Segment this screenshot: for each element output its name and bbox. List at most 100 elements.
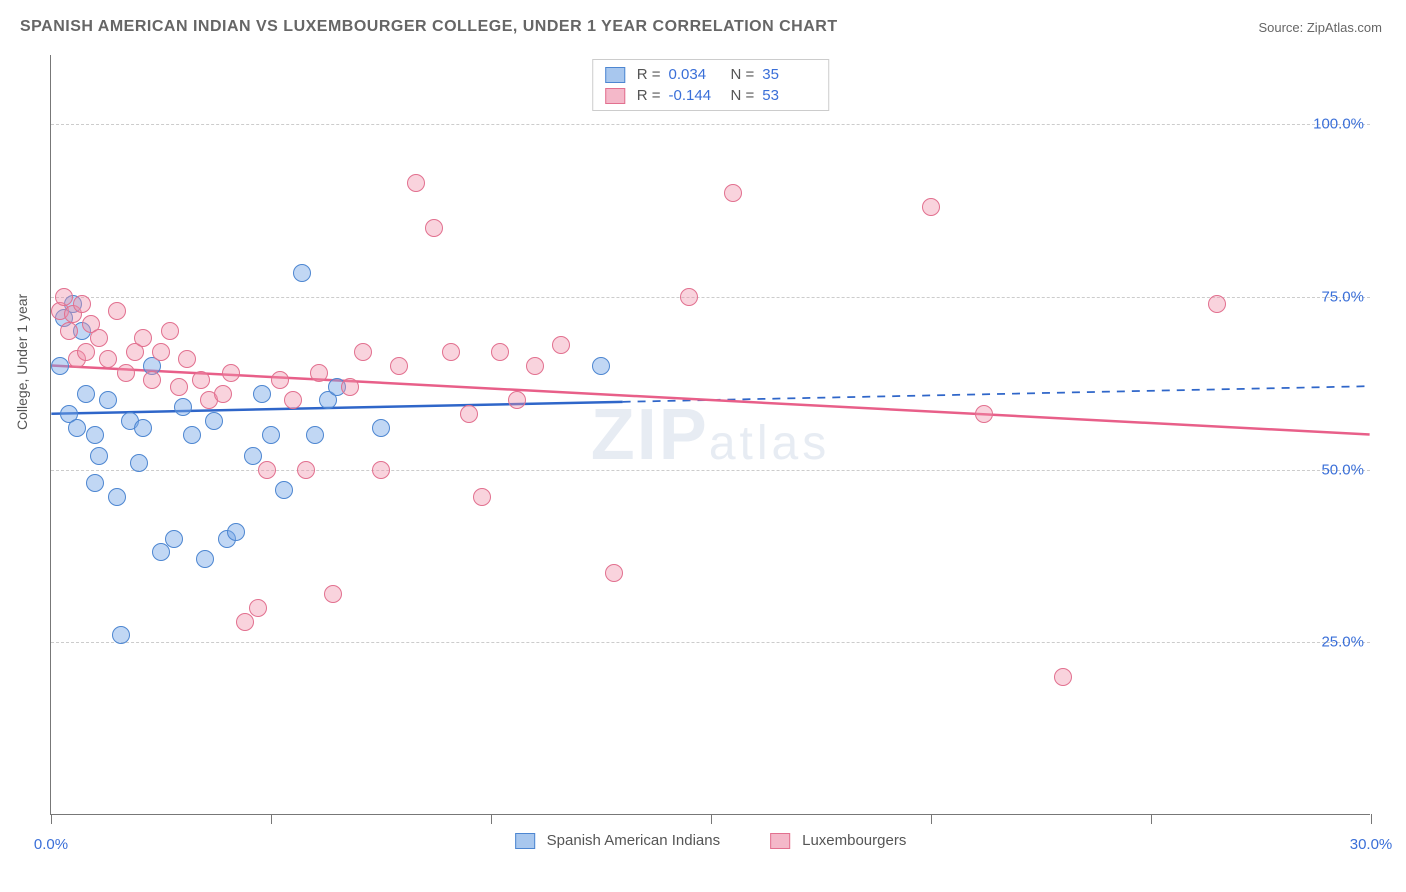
- xtick-mark: [931, 814, 932, 824]
- data-point-lux: [77, 343, 95, 361]
- data-point-sai: [99, 391, 117, 409]
- data-point-sai: [112, 626, 130, 644]
- data-point-lux: [90, 329, 108, 347]
- data-point-lux: [724, 184, 742, 202]
- xtick-mark: [711, 814, 712, 824]
- legend-r-value-lux: -0.144: [669, 87, 723, 104]
- data-point-lux: [922, 198, 940, 216]
- legend-row-sai: R = 0.034 N = 35: [601, 64, 821, 85]
- data-point-lux: [1054, 668, 1072, 686]
- legend-label-sai: Spanish American Indians: [547, 832, 720, 849]
- data-point-sai: [134, 419, 152, 437]
- data-point-lux: [508, 391, 526, 409]
- correlation-legend: R = 0.034 N = 35 R = -0.144 N = 53: [592, 59, 830, 111]
- data-point-sai: [275, 481, 293, 499]
- data-point-lux: [526, 357, 544, 375]
- data-point-lux: [605, 564, 623, 582]
- data-point-lux: [236, 613, 254, 631]
- data-point-lux: [117, 364, 135, 382]
- data-point-sai: [152, 543, 170, 561]
- legend-n-label: N =: [731, 87, 755, 104]
- data-point-lux: [258, 461, 276, 479]
- xtick-mark: [271, 814, 272, 824]
- data-point-lux: [341, 378, 359, 396]
- page-title: SPANISH AMERICAN INDIAN VS LUXEMBOURGER …: [20, 18, 838, 36]
- data-point-lux: [178, 350, 196, 368]
- data-point-sai: [196, 550, 214, 568]
- data-point-lux: [284, 391, 302, 409]
- data-point-sai: [227, 523, 245, 541]
- data-point-sai: [86, 426, 104, 444]
- legend-item-lux: Luxembourgers: [770, 832, 906, 849]
- source-name: ZipAtlas.com: [1307, 20, 1382, 35]
- data-point-lux: [152, 343, 170, 361]
- xtick-mark: [491, 814, 492, 824]
- data-point-lux: [680, 288, 698, 306]
- data-point-sai: [592, 357, 610, 375]
- swatch-lux: [770, 833, 790, 849]
- series-legend: Spanish American Indians Luxembourgers: [515, 832, 907, 849]
- data-point-lux: [108, 302, 126, 320]
- legend-r-label: R =: [637, 66, 661, 83]
- data-point-lux: [192, 371, 210, 389]
- legend-n-label: N =: [731, 66, 755, 83]
- data-point-lux: [214, 385, 232, 403]
- xtick-mark: [1371, 814, 1372, 824]
- data-point-lux: [407, 174, 425, 192]
- ytick-label: 100.0%: [1313, 116, 1364, 133]
- legend-r-label: R =: [637, 87, 661, 104]
- regression-line-sai: [51, 402, 622, 414]
- data-point-lux: [222, 364, 240, 382]
- data-point-sai: [372, 419, 390, 437]
- data-point-lux: [324, 585, 342, 603]
- ytick-label: 25.0%: [1321, 634, 1364, 651]
- data-point-lux: [552, 336, 570, 354]
- data-point-lux: [249, 599, 267, 617]
- legend-item-sai: Spanish American Indians: [515, 832, 720, 849]
- data-point-sai: [174, 398, 192, 416]
- chart-plot-area: ZIPatlas R = 0.034 N = 35 R = -0.144 N =…: [50, 55, 1370, 815]
- data-point-lux: [460, 405, 478, 423]
- data-point-lux: [271, 371, 289, 389]
- legend-label-lux: Luxembourgers: [802, 832, 906, 849]
- swatch-sai: [515, 833, 535, 849]
- gridline: [51, 642, 1370, 643]
- source-label: Source:: [1258, 20, 1306, 35]
- data-point-sai: [183, 426, 201, 444]
- data-point-sai: [108, 488, 126, 506]
- data-point-lux: [442, 343, 460, 361]
- xtick-mark: [51, 814, 52, 824]
- data-point-lux: [1208, 295, 1226, 313]
- data-point-lux: [60, 322, 78, 340]
- data-point-sai: [293, 264, 311, 282]
- data-point-lux: [310, 364, 328, 382]
- data-point-sai: [253, 385, 271, 403]
- data-point-sai: [90, 447, 108, 465]
- legend-r-value-sai: 0.034: [669, 66, 723, 83]
- data-point-lux: [390, 357, 408, 375]
- regression-line-lux: [51, 366, 1369, 435]
- data-point-lux: [170, 378, 188, 396]
- gridline: [51, 470, 1370, 471]
- data-point-lux: [297, 461, 315, 479]
- y-axis-label: College, Under 1 year: [14, 294, 30, 430]
- data-point-lux: [372, 461, 390, 479]
- data-point-lux: [473, 488, 491, 506]
- data-point-sai: [165, 530, 183, 548]
- data-point-sai: [130, 454, 148, 472]
- data-point-sai: [68, 419, 86, 437]
- data-point-sai: [77, 385, 95, 403]
- regression-line-sai-extrapolated: [623, 386, 1370, 402]
- legend-row-lux: R = -0.144 N = 53: [601, 85, 821, 106]
- data-point-lux: [975, 405, 993, 423]
- data-point-sai: [306, 426, 324, 444]
- data-point-sai: [86, 474, 104, 492]
- ytick-label: 50.0%: [1321, 461, 1364, 478]
- data-point-lux: [134, 329, 152, 347]
- swatch-lux: [605, 88, 625, 104]
- legend-n-value-sai: 35: [762, 66, 816, 83]
- swatch-sai: [605, 67, 625, 83]
- legend-n-value-lux: 53: [762, 87, 816, 104]
- xtick-mark: [1151, 814, 1152, 824]
- data-point-lux: [73, 295, 91, 313]
